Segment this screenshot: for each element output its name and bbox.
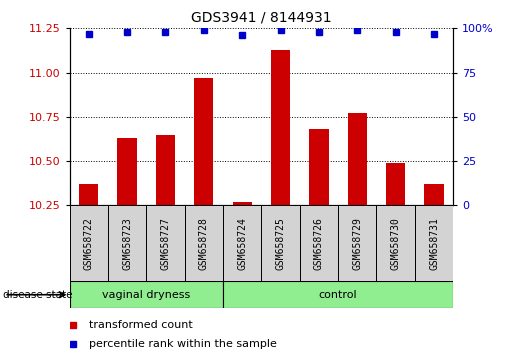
Bar <box>70 205 108 281</box>
Bar <box>386 163 405 205</box>
Bar <box>146 205 184 281</box>
Bar <box>300 205 338 281</box>
Text: GSM658728: GSM658728 <box>199 217 209 270</box>
Text: percentile rank within the sample: percentile rank within the sample <box>89 339 277 349</box>
Text: GSM658727: GSM658727 <box>161 217 170 270</box>
Bar <box>348 113 367 205</box>
Bar <box>194 78 213 205</box>
Bar <box>117 138 136 205</box>
Text: vaginal dryness: vaginal dryness <box>102 290 191 300</box>
Text: GSM658729: GSM658729 <box>352 217 362 270</box>
Text: GSM658724: GSM658724 <box>237 217 247 270</box>
Bar <box>310 129 329 205</box>
Bar <box>261 205 300 281</box>
Text: control: control <box>319 290 357 300</box>
Bar <box>424 184 443 205</box>
Text: disease state: disease state <box>3 290 72 299</box>
Bar <box>223 205 261 281</box>
Text: transformed count: transformed count <box>89 320 193 330</box>
Bar <box>271 50 290 205</box>
Bar <box>376 205 415 281</box>
Text: GSM658722: GSM658722 <box>84 217 94 270</box>
Text: GSM658725: GSM658725 <box>276 217 285 270</box>
Bar <box>184 205 223 281</box>
Text: GSM658731: GSM658731 <box>429 217 439 270</box>
Bar <box>79 184 98 205</box>
Text: GSM658726: GSM658726 <box>314 217 324 270</box>
Bar <box>223 281 453 308</box>
Bar <box>338 205 376 281</box>
Text: GSM658730: GSM658730 <box>391 217 401 270</box>
Text: GSM658723: GSM658723 <box>122 217 132 270</box>
Bar <box>233 202 252 205</box>
Bar <box>70 281 223 308</box>
Bar <box>156 135 175 205</box>
Bar <box>415 205 453 281</box>
Title: GDS3941 / 8144931: GDS3941 / 8144931 <box>191 10 332 24</box>
Bar <box>108 205 146 281</box>
